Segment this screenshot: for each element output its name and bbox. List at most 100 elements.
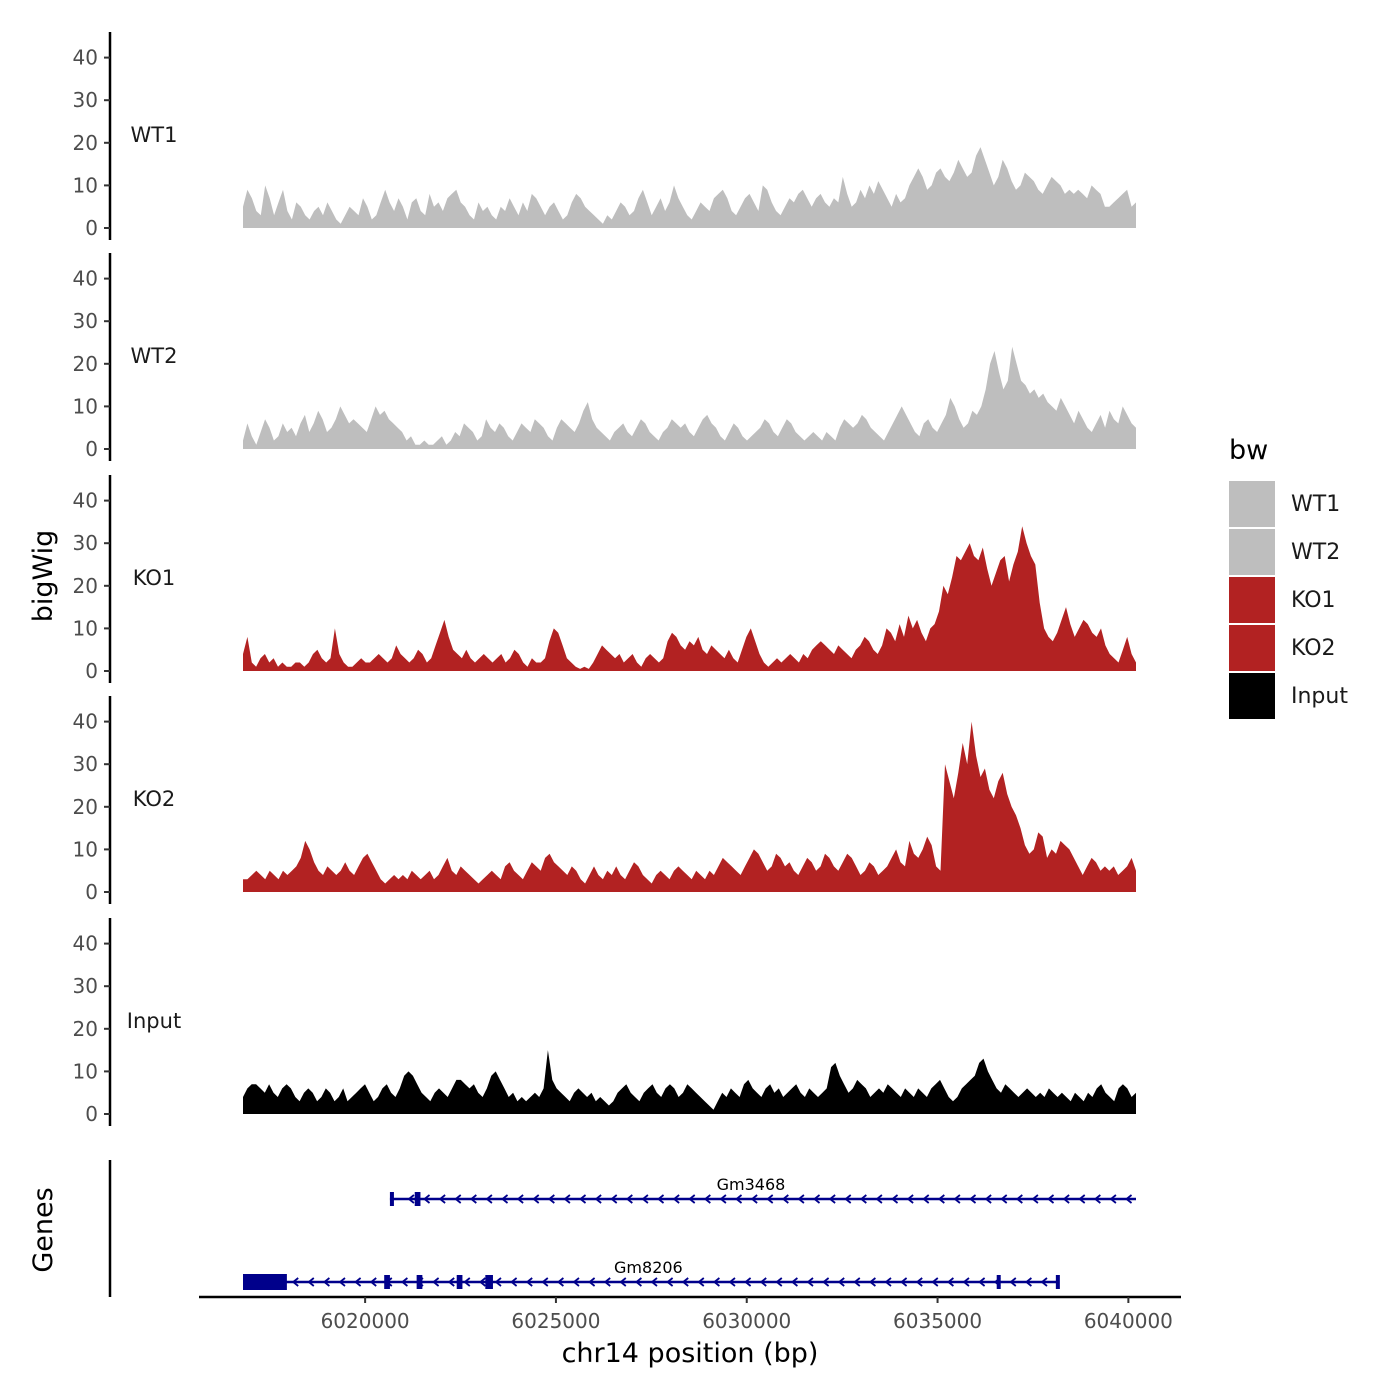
exon-block	[414, 1192, 421, 1206]
legend-title: bw	[1229, 435, 1268, 466]
strand-arrow	[657, 1194, 665, 1204]
strand-arrow	[307, 1277, 315, 1287]
strand-arrow	[1125, 1194, 1133, 1204]
strand-arrow	[1015, 1194, 1023, 1204]
strand-arrow	[837, 1277, 845, 1287]
strand-arrow	[1040, 1277, 1048, 1287]
strand-arrow	[775, 1277, 783, 1287]
strand-arrow	[338, 1277, 346, 1287]
strand-arrow	[291, 1277, 299, 1287]
strand-arrow	[844, 1194, 852, 1204]
strand-arrow	[697, 1277, 705, 1287]
track-wt2: 0 10 20 30 40 WT2	[73, 253, 1136, 461]
strand-arrow	[978, 1277, 986, 1287]
strand-arrow	[563, 1194, 571, 1204]
legend-swatch-ko2	[1229, 625, 1275, 671]
strand-arrow	[556, 1277, 564, 1287]
strand-arrow	[681, 1277, 689, 1287]
strand-arrow	[354, 1277, 362, 1287]
gene-name-label: Gm8206	[614, 1258, 683, 1277]
coverage-tracks: 0 10 20 30 40 WT1 0 10 20 30 40 WT2 0 10 20 30 40 KO1 0 10 2…	[73, 32, 1136, 1126]
strand-arrow	[806, 1277, 814, 1287]
y-tick-label: 20	[73, 352, 98, 376]
strand-arrow	[619, 1277, 627, 1287]
strand-arrow	[1109, 1194, 1117, 1204]
y-tick-label: 30	[73, 309, 98, 333]
strand-arrow	[485, 1194, 493, 1204]
strand-arrow	[469, 1194, 477, 1204]
y-tick-label: 0	[85, 880, 98, 904]
y-tick-label: 40	[73, 489, 98, 513]
legend-swatch-wt2	[1229, 529, 1275, 575]
x-tick-label: 6030000	[702, 1309, 791, 1333]
strand-arrow	[588, 1277, 596, 1287]
exon-block	[485, 1275, 493, 1289]
strand-arrow	[400, 1277, 408, 1287]
exon-block	[996, 1275, 1001, 1289]
strand-arrow	[1024, 1277, 1032, 1287]
strand-arrow	[532, 1194, 540, 1204]
strand-arrow	[625, 1194, 633, 1204]
strand-arrow	[516, 1194, 524, 1204]
strand-arrow	[853, 1277, 861, 1287]
coverage-area-ko1	[243, 526, 1136, 671]
gene-gm3468: Gm3468	[389, 1175, 1136, 1206]
strand-arrow	[922, 1194, 930, 1204]
strand-arrow	[969, 1194, 977, 1204]
strand-arrow	[946, 1277, 954, 1287]
strand-arrow	[594, 1194, 602, 1204]
track-label: Input	[127, 1009, 181, 1033]
strand-arrow	[1062, 1194, 1070, 1204]
strand-arrow	[541, 1277, 549, 1287]
strand-arrow	[884, 1277, 892, 1287]
strand-arrow	[728, 1277, 736, 1287]
strand-arrow	[900, 1277, 908, 1287]
y-tick-label: 10	[73, 394, 98, 418]
strand-arrow	[759, 1277, 767, 1287]
legend-label-input: Input	[1291, 684, 1348, 709]
y-tick-label: 0	[85, 216, 98, 240]
legend-label-ko1: KO1	[1291, 588, 1336, 613]
strand-arrow	[1031, 1194, 1039, 1204]
strand-arrow	[1009, 1277, 1017, 1287]
y-tick-label: 10	[73, 1059, 98, 1083]
strand-arrow	[463, 1277, 471, 1287]
legend-label-ko2: KO2	[1291, 636, 1336, 661]
y-tick-label: 0	[85, 437, 98, 461]
exon-block	[384, 1275, 390, 1289]
y-tick-label: 20	[73, 795, 98, 819]
y-tick-label: 40	[73, 46, 98, 70]
y-tick-label: 30	[73, 752, 98, 776]
strand-arrow	[703, 1194, 711, 1204]
strand-arrow	[510, 1277, 518, 1287]
track-label: WT2	[131, 344, 178, 368]
strand-arrow	[891, 1194, 899, 1204]
coverage-area-wt2	[243, 346, 1136, 449]
strand-arrow	[1000, 1194, 1008, 1204]
track-label: WT1	[131, 123, 178, 147]
strand-arrow	[906, 1194, 914, 1204]
strand-arrow	[579, 1194, 587, 1204]
strand-arrow	[875, 1194, 883, 1204]
strand-arrow	[719, 1194, 727, 1204]
x-tick-label: 6035000	[893, 1309, 982, 1333]
strand-arrow	[790, 1277, 798, 1287]
strand-arrow	[423, 1194, 431, 1204]
y-tick-label: 30	[73, 974, 98, 998]
strand-arrow	[1093, 1194, 1101, 1204]
strand-arrow	[744, 1277, 752, 1287]
y-tick-label: 40	[73, 710, 98, 734]
y-tick-label: 10	[73, 173, 98, 197]
strand-arrow	[1047, 1194, 1055, 1204]
gene-track-title: Genes	[28, 1187, 59, 1272]
strand-arrow	[953, 1194, 961, 1204]
strand-arrow	[501, 1194, 509, 1204]
y-tick-label: 30	[73, 88, 98, 112]
y-tick-label: 30	[73, 531, 98, 555]
y-tick-label: 40	[73, 932, 98, 956]
strand-arrow	[828, 1194, 836, 1204]
exon-block	[243, 1274, 287, 1290]
track-label: KO1	[133, 566, 176, 590]
y-tick-label: 0	[85, 659, 98, 683]
